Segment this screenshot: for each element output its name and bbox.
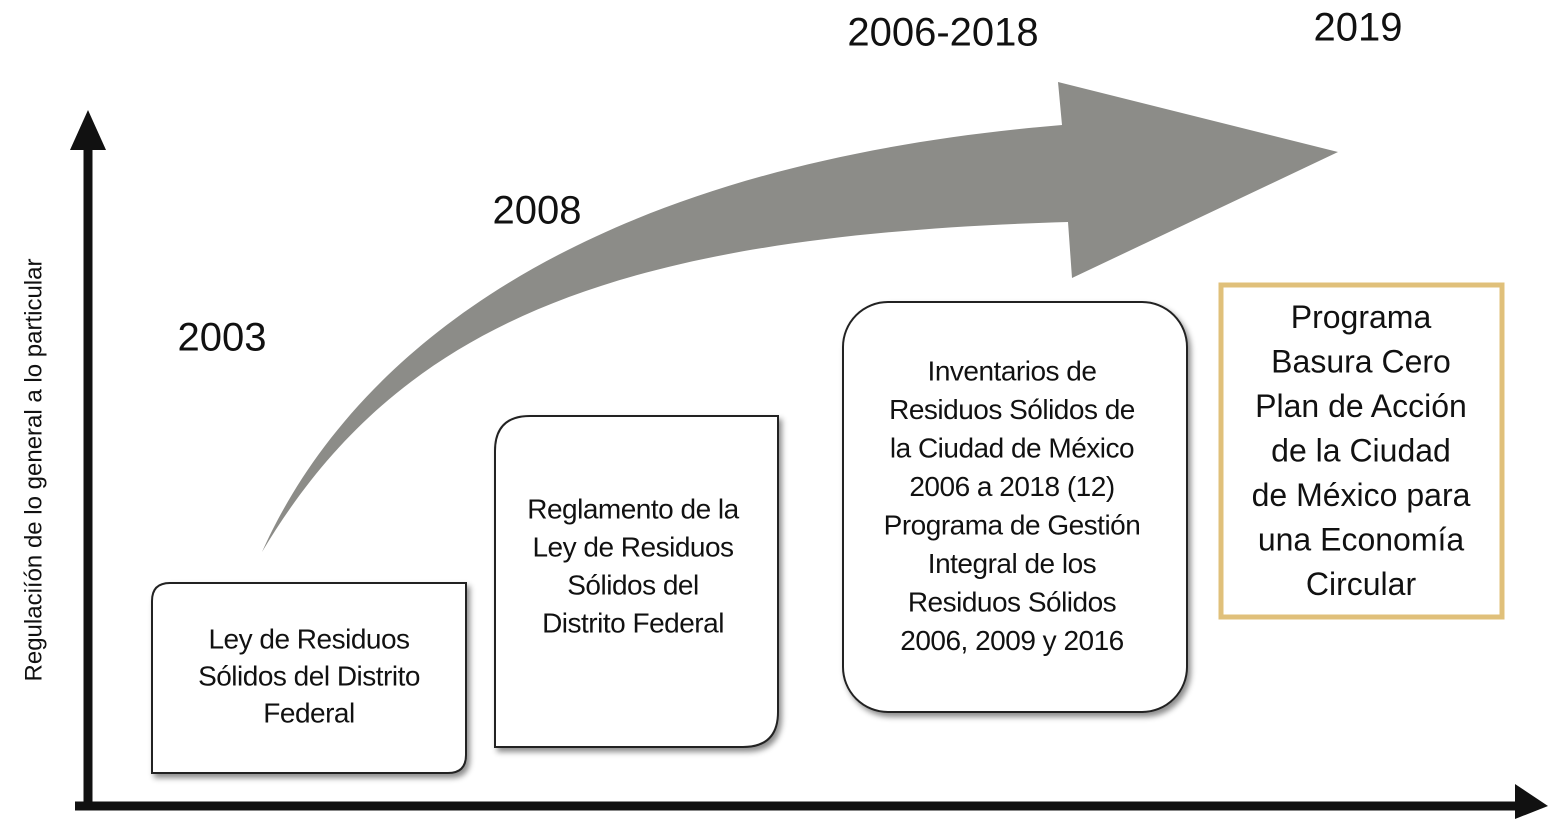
box <box>842 301 1188 713</box>
box-line: Inventarios de <box>928 356 1097 387</box>
timeline-arrow <box>262 82 1338 552</box>
box-line: Ley de Residuos <box>532 531 733 562</box>
box-line: Residuos Sólidos <box>908 587 1116 618</box>
box-highlight <box>1218 282 1505 620</box>
box-line: 2006 a 2018 (12) <box>909 471 1114 502</box>
year: 2003 <box>178 316 267 360</box>
box-line: Programa <box>1291 299 1432 335</box>
x-axis-arrowhead <box>1515 784 1548 819</box>
box-line: Residuos Sólidos de <box>889 394 1135 425</box>
box-line: de la Ciudad <box>1271 432 1451 468</box>
box-line: Circular <box>1306 566 1417 602</box>
box-line: Programa de Gestión <box>884 510 1141 541</box>
year: 2019 <box>1314 6 1403 50</box>
box-texts: Ley de Residuos Sólidos del Distrito Feder… <box>198 299 1471 728</box>
box-line: Sólidos del Distrito <box>198 660 420 691</box>
box-line: Ley de Residuos <box>208 623 409 654</box>
box-line: Reglamento de la <box>527 493 739 524</box>
box-line: Federal <box>263 697 354 728</box>
box-line: Basura Cero <box>1271 343 1451 379</box>
box-line: Plan de Acción <box>1255 388 1467 424</box>
box-line: de México para <box>1252 477 1471 513</box>
box <box>151 582 467 774</box>
box-line: 2006, 2009 y 2016 <box>900 625 1123 656</box>
box-line: Distrito Federal <box>542 607 724 638</box>
axis-label: Regulaciíón de lo general a lo particula… <box>20 259 47 682</box>
box-line: Integral de los <box>928 548 1096 579</box>
y-axis-arrowhead <box>70 110 106 150</box>
year: 2006-2018 <box>847 11 1038 55</box>
box-line: la Ciudad de México <box>890 433 1134 464</box>
box <box>494 415 779 748</box>
year: 2008 <box>493 189 582 233</box>
box-line: Sólidos del <box>567 569 698 600</box>
box-line: una Economía <box>1258 521 1465 557</box>
